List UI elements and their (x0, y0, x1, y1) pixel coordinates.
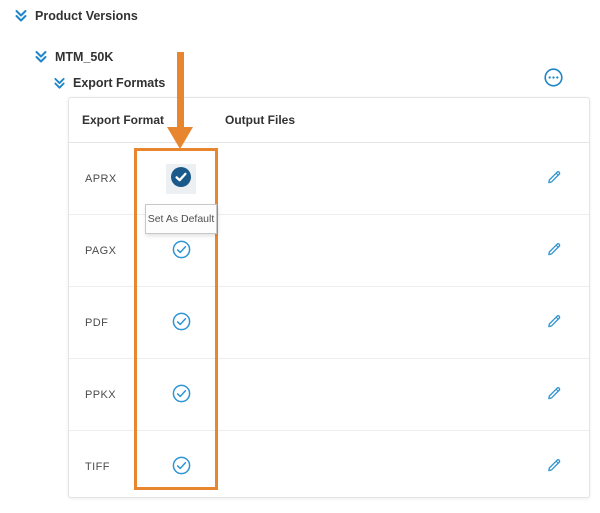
export-format-label: PDF (85, 316, 109, 329)
set-as-default-tooltip: Set As Default (145, 204, 217, 234)
edit-button[interactable] (543, 384, 565, 406)
table-row: PAGX (69, 214, 589, 286)
table-body: APRX PAGX (69, 143, 589, 502)
export-format-label: TIFF (85, 460, 110, 473)
annotation-arrow-head (167, 127, 193, 149)
check-circle-outline-icon (172, 312, 191, 334)
double-chevron-down-icon[interactable] (53, 77, 66, 90)
export-format-label: PAGX (85, 244, 117, 257)
table-header-row: Export Format Output Files (69, 98, 589, 143)
tree-item-label: Product Versions (35, 9, 138, 23)
check-circle-outline-icon (172, 456, 191, 478)
default-checkbox[interactable] (166, 308, 196, 338)
edit-button[interactable] (543, 168, 565, 190)
edit-button[interactable] (543, 240, 565, 262)
tree-item-label: Export Formats (73, 76, 166, 90)
pencil-icon (545, 168, 563, 189)
default-checkbox[interactable] (166, 163, 196, 194)
pencil-icon (545, 384, 563, 405)
tree-item-label: MTM_50K (55, 50, 114, 64)
more-options-button[interactable] (544, 68, 563, 87)
check-circle-outline-icon (172, 240, 191, 262)
export-format-label: APRX (85, 172, 117, 185)
pencil-icon (545, 312, 563, 333)
check-circle-outline-icon (172, 384, 191, 406)
default-checkbox[interactable] (166, 452, 196, 482)
table-row: PPKX (69, 358, 589, 430)
export-format-label: PPKX (85, 388, 116, 401)
ellipsis-icon (544, 68, 563, 87)
default-checkbox[interactable] (166, 236, 196, 266)
table-row: PDF (69, 286, 589, 358)
annotation-arrow-shaft (177, 52, 184, 128)
edit-button[interactable] (543, 456, 565, 478)
column-header-export-format: Export Format (82, 113, 165, 127)
edit-button[interactable] (543, 312, 565, 334)
pencil-icon (545, 456, 563, 477)
table-row: TIFF (69, 430, 589, 502)
column-header-output-files: Output Files (225, 113, 295, 127)
tree-item-export-formats[interactable]: Export Formats (53, 76, 165, 90)
pencil-icon (545, 240, 563, 261)
export-formats-table: Export Format Output Files APRX PAGX (68, 97, 590, 498)
tree-item-mtm-50k[interactable]: MTM_50K (34, 50, 113, 64)
tree-item-product-versions[interactable]: Product Versions (14, 9, 138, 23)
default-checkbox[interactable] (166, 380, 196, 410)
check-circle-filled-icon (171, 167, 191, 190)
double-chevron-down-icon[interactable] (14, 9, 28, 23)
double-chevron-down-icon[interactable] (34, 50, 48, 64)
table-row: APRX (69, 143, 589, 214)
